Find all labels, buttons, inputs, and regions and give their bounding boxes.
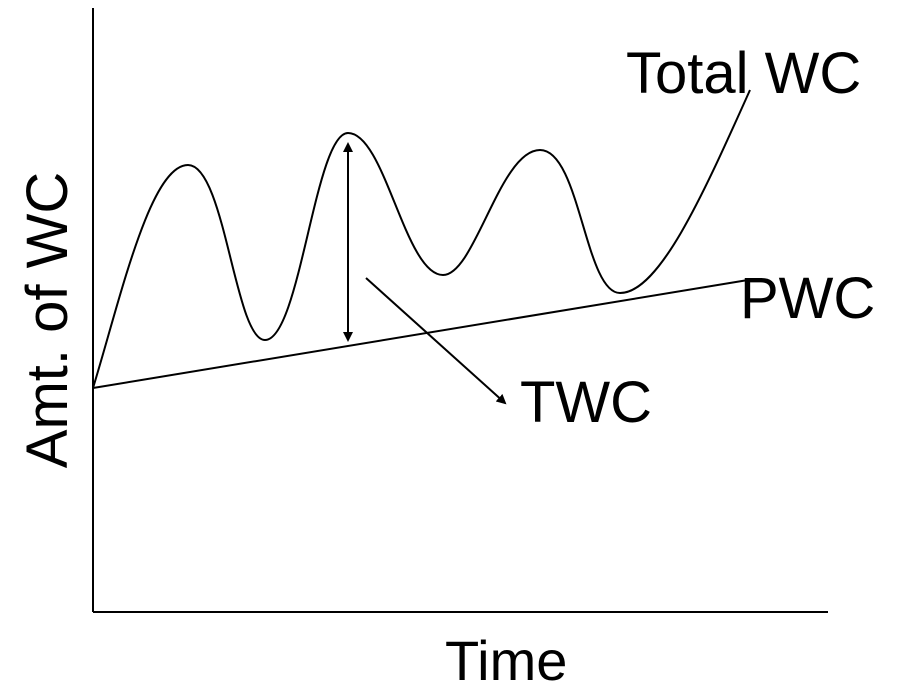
- y-axis-label: Amt. of WC: [15, 171, 80, 469]
- twc-pointer-arrow: [365, 277, 507, 405]
- twc-label: TWC: [520, 370, 653, 435]
- pwc-line: [92, 279, 749, 389]
- x-axis-label: Time: [445, 629, 568, 692]
- total-wc-curve: [92, 89, 751, 389]
- pwc-label: PWC: [740, 266, 876, 331]
- total-wc-label: Total WC: [626, 41, 862, 106]
